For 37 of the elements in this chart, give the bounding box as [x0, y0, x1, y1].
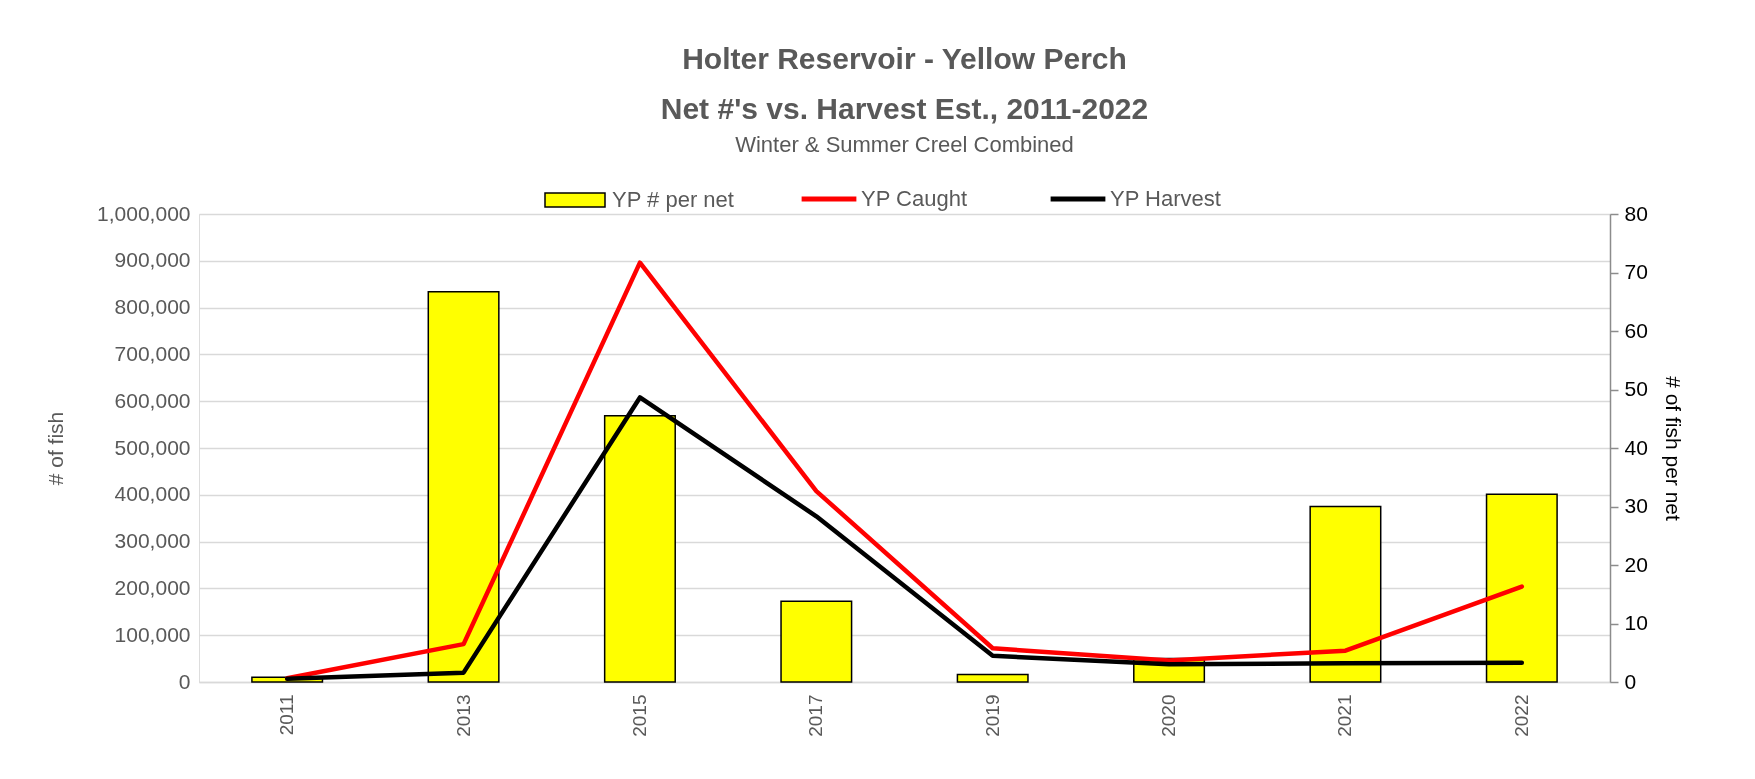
- y2-tick-label: 10: [1624, 611, 1648, 634]
- y-tick-label: 700,000: [114, 341, 191, 365]
- legend-label: YP Harvest: [1110, 186, 1221, 211]
- x-tick-label: 2015: [628, 694, 650, 737]
- y2-tick-label: 30: [1624, 494, 1648, 517]
- y-tick-label: 1,000,000: [97, 201, 191, 225]
- y2-tick-label: 70: [1624, 260, 1648, 283]
- chart-title: Holter Reservoir - Yellow Perch Net #'s vs. Harvest Est., 2011-2022: [660, 42, 1149, 125]
- y2-tick-label: 60: [1624, 318, 1648, 342]
- x-tick-label: 2013: [452, 694, 474, 737]
- chart-subtitle: Winter & Summer Creel Combined: [735, 132, 1074, 157]
- bar: [956, 673, 1029, 683]
- y-tick-label: 800,000: [114, 295, 191, 319]
- bar: [780, 600, 853, 683]
- x-tick-label: 2017: [805, 694, 827, 737]
- x-tick-label: 2021: [1334, 694, 1356, 737]
- y2-tick-label: 20: [1624, 552, 1648, 576]
- y-tick-label: 0: [178, 669, 191, 693]
- x-tick-label: 2022: [1510, 694, 1532, 737]
- x-tick-label: 2019: [981, 694, 1003, 737]
- y-axis-title: # of fish: [44, 411, 68, 486]
- y2-tick-label: 0: [1624, 669, 1637, 693]
- y-tick-label: 400,000: [114, 482, 191, 506]
- legend-label: YP Caught: [861, 186, 968, 211]
- y2-axis-title: # of fish per net: [1661, 376, 1685, 522]
- y-tick-label: 900,000: [114, 248, 191, 272]
- y-tick-label: 100,000: [114, 622, 191, 646]
- legend-label: YP # per net: [612, 187, 734, 212]
- x-tick-label: 2011: [276, 694, 298, 736]
- y-tick-label: 200,000: [114, 575, 191, 599]
- y-tick-label: 300,000: [114, 529, 191, 553]
- y-tick-label: 600,000: [114, 388, 191, 412]
- y2-tick-label: 40: [1624, 435, 1648, 459]
- x-tick-label: 2020: [1158, 694, 1180, 737]
- y2-tick-label: 50: [1624, 377, 1648, 400]
- y-tick-label: 500,000: [114, 435, 191, 459]
- y2-tick-label: 80: [1624, 201, 1648, 225]
